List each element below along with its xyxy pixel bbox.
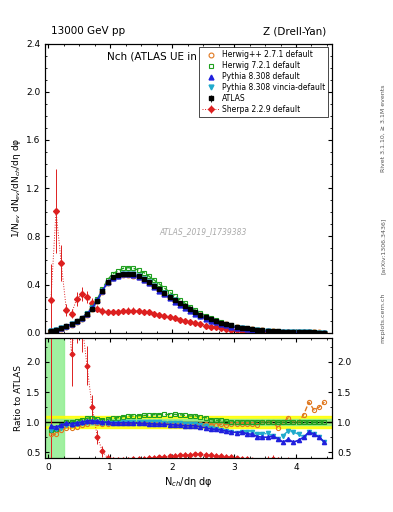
Pythia 8.308 default <box>121 271 125 278</box>
Line: Herwig++ 2.7.1 default: Herwig++ 2.7.1 default <box>48 272 327 335</box>
Pythia 8.308 vincia-default <box>126 271 130 277</box>
Herwig 7.2.1 default <box>126 265 130 271</box>
Herwig 7.2.1 default <box>239 325 244 331</box>
Text: 13000 GeV pp: 13000 GeV pp <box>51 26 125 36</box>
Herwig 7.2.1 default <box>95 296 100 302</box>
Line: Pythia 8.308 vincia-default: Pythia 8.308 vincia-default <box>48 271 327 335</box>
Bar <box>45 416 332 428</box>
Text: mcplots.cern.ch: mcplots.cern.ch <box>381 292 386 343</box>
Line: Pythia 8.308 default: Pythia 8.308 default <box>48 272 327 335</box>
Line: Herwig 7.2.1 default: Herwig 7.2.1 default <box>48 265 327 335</box>
Text: Z (Drell-Yan): Z (Drell-Yan) <box>263 26 326 36</box>
Pythia 8.308 default <box>322 330 327 336</box>
Pythia 8.308 vincia-default <box>239 326 244 332</box>
Herwig++ 2.7.1 default <box>157 287 162 293</box>
Herwig++ 2.7.1 default <box>121 272 125 278</box>
Pythia 8.308 vincia-default <box>203 315 208 321</box>
Bar <box>45 338 64 458</box>
Y-axis label: Ratio to ATLAS: Ratio to ATLAS <box>14 365 23 431</box>
Pythia 8.308 vincia-default <box>322 330 327 336</box>
Pythia 8.308 default <box>214 319 219 325</box>
Pythia 8.308 default <box>219 321 224 327</box>
Pythia 8.308 vincia-default <box>48 328 53 334</box>
Herwig++ 2.7.1 default <box>214 318 219 325</box>
Y-axis label: 1/N$_{ev}$ dN$_{ev}$/dN$_{ch}$/dη dφ: 1/N$_{ev}$ dN$_{ev}$/dN$_{ch}$/dη dφ <box>10 138 23 239</box>
Text: ATLAS_2019_I1739383: ATLAS_2019_I1739383 <box>159 227 247 236</box>
Pythia 8.308 default <box>239 326 244 332</box>
Herwig 7.2.1 default <box>48 328 53 334</box>
Pythia 8.308 vincia-default <box>95 298 100 304</box>
Pythia 8.308 default <box>48 328 53 334</box>
Text: Rivet 3.1.10, ≥ 3.1M events: Rivet 3.1.10, ≥ 3.1M events <box>381 84 386 172</box>
Herwig++ 2.7.1 default <box>203 315 208 321</box>
Herwig 7.2.1 default <box>322 330 327 336</box>
X-axis label: N$_{ch}$/dη dφ: N$_{ch}$/dη dφ <box>164 475 213 489</box>
Herwig 7.2.1 default <box>219 319 224 325</box>
Pythia 8.308 vincia-default <box>219 321 224 327</box>
Pythia 8.308 default <box>95 297 100 304</box>
Herwig++ 2.7.1 default <box>322 330 327 336</box>
Pythia 8.308 default <box>157 288 162 294</box>
Pythia 8.308 vincia-default <box>214 319 219 325</box>
Text: Nch (ATLAS UE in Z production): Nch (ATLAS UE in Z production) <box>107 52 270 62</box>
Herwig++ 2.7.1 default <box>219 320 224 326</box>
Herwig++ 2.7.1 default <box>239 325 244 331</box>
Text: [arXiv:1306.3436]: [arXiv:1306.3436] <box>381 218 386 274</box>
Herwig 7.2.1 default <box>157 281 162 287</box>
Herwig++ 2.7.1 default <box>95 298 100 305</box>
Legend: Herwig++ 2.7.1 default, Herwig 7.2.1 default, Pythia 8.308 default, Pythia 8.308: Herwig++ 2.7.1 default, Herwig 7.2.1 def… <box>199 47 328 117</box>
Herwig 7.2.1 default <box>214 317 219 324</box>
Herwig 7.2.1 default <box>203 313 208 319</box>
Pythia 8.308 vincia-default <box>157 287 162 293</box>
Bar <box>45 419 332 425</box>
Pythia 8.308 default <box>203 315 208 322</box>
Herwig++ 2.7.1 default <box>48 328 53 334</box>
